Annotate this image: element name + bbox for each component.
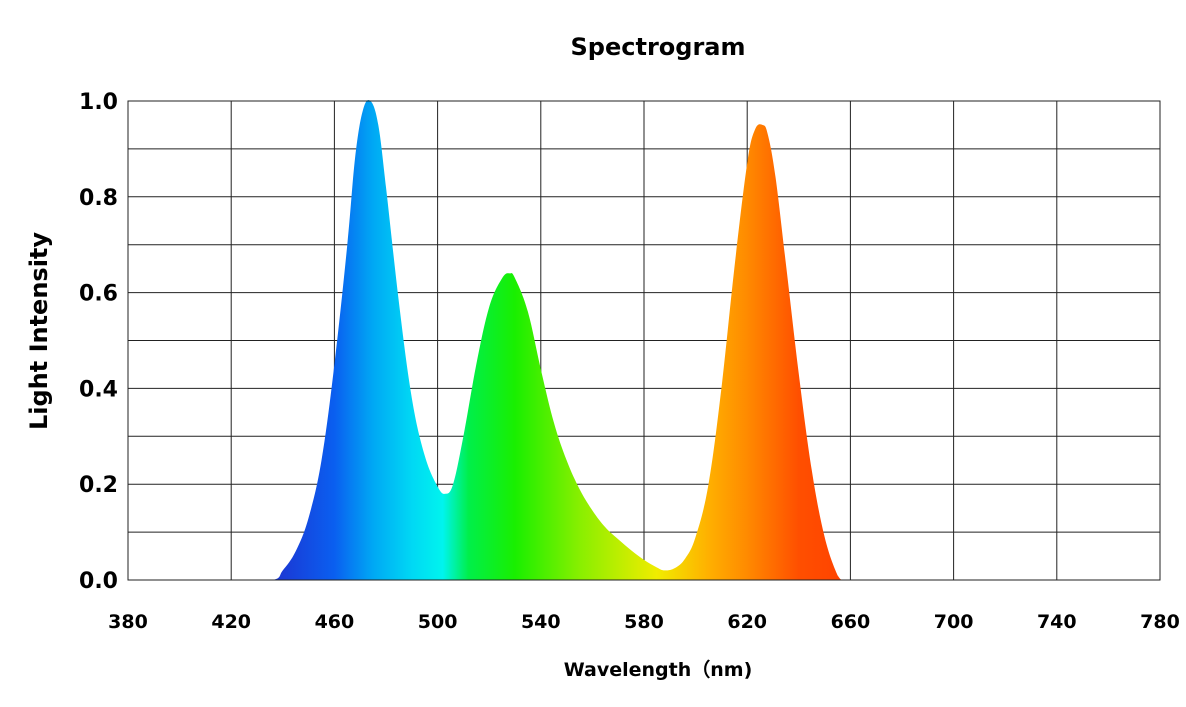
y-tick-label: 0.6 xyxy=(79,282,118,307)
x-tick-label: 460 xyxy=(315,611,355,633)
x-tick-label: 780 xyxy=(1140,611,1180,633)
y-tick-label: 0.2 xyxy=(79,473,118,498)
x-axis-label: Wavelength（nm) xyxy=(564,658,753,681)
x-tick-label: 700 xyxy=(934,611,974,633)
y-tick-label: 0.4 xyxy=(79,377,118,402)
spectrum-area xyxy=(128,99,1160,580)
x-tick-label: 380 xyxy=(108,611,148,633)
x-tick-label: 740 xyxy=(1037,611,1077,633)
y-tick-label: 0.8 xyxy=(79,186,118,211)
x-tick-label: 420 xyxy=(211,611,251,633)
y-axis-label: Light Intensity xyxy=(25,232,53,430)
y-tick-label: 0.0 xyxy=(79,569,118,594)
chart-title: Spectrogram xyxy=(571,33,746,61)
x-tick-label: 540 xyxy=(521,611,561,633)
x-tick-label: 660 xyxy=(831,611,871,633)
x-tick-label: 580 xyxy=(624,611,664,633)
x-tick-label: 620 xyxy=(727,611,767,633)
y-tick-label: 1.0 xyxy=(79,90,118,115)
x-tick-label: 500 xyxy=(418,611,458,633)
plot-frame xyxy=(127,100,1161,581)
y-axis-ticks: 0.0 0.2 0.4 0.6 0.8 1.0 xyxy=(79,90,118,594)
x-axis-ticks: 380 420 460 500 540 580 620 660 700 740 780 xyxy=(108,611,1180,633)
